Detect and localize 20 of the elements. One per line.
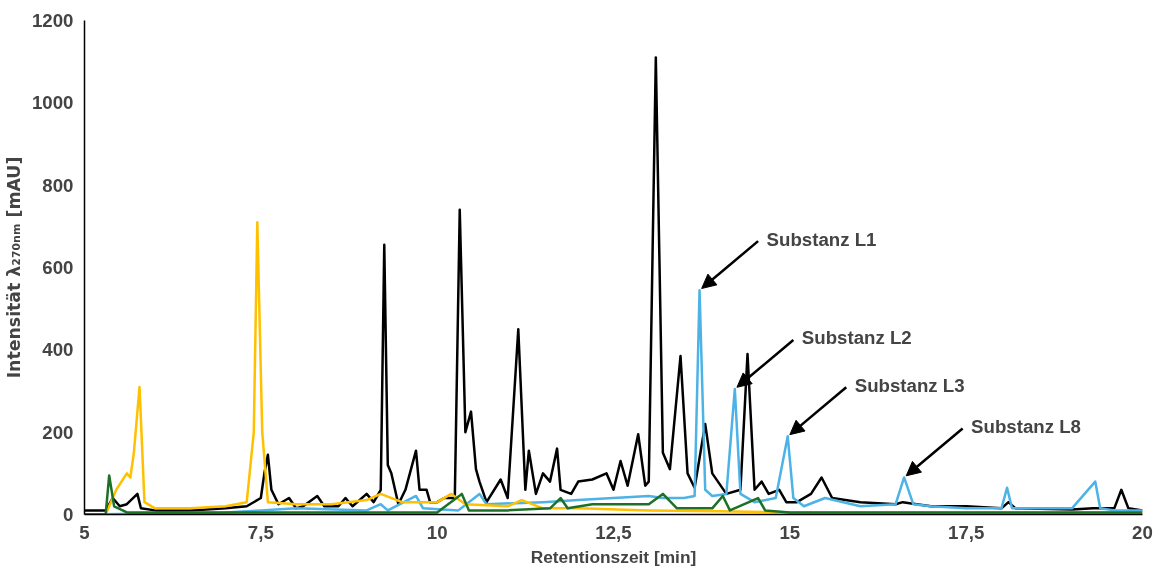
annotation: Substanz L1 xyxy=(766,228,877,250)
x-tick-label: 15 xyxy=(779,521,801,543)
y-tick-label: 600 xyxy=(42,257,74,278)
annotation: Substanz L2 xyxy=(801,327,912,349)
x-tick-label: 5 xyxy=(79,521,90,543)
y-tick-label: 800 xyxy=(42,174,74,196)
y-tick-label: 400 xyxy=(42,339,74,361)
x-tick-label: 10 xyxy=(426,521,448,543)
y-tick-label: 1200 xyxy=(32,10,74,31)
annotation: Substanz L8 xyxy=(971,415,1081,437)
y-axis-title: Intensität λ₂₇₀ₙₘ [mAU] xyxy=(4,156,24,379)
y-tick-label: 200 xyxy=(42,421,74,443)
y-tick-label: 1000 xyxy=(32,92,74,114)
x-tick-label: 17,5 xyxy=(948,521,985,543)
annotation: Substanz L3 xyxy=(854,374,965,396)
x-tick-label: 12,5 xyxy=(595,521,632,543)
y-tick-label: 0 xyxy=(63,504,74,525)
x-tick-label: 7,5 xyxy=(247,521,274,543)
x-axis-title: Retentionszeit [min] xyxy=(530,546,697,567)
x-tick-label: 20 xyxy=(1132,521,1153,543)
